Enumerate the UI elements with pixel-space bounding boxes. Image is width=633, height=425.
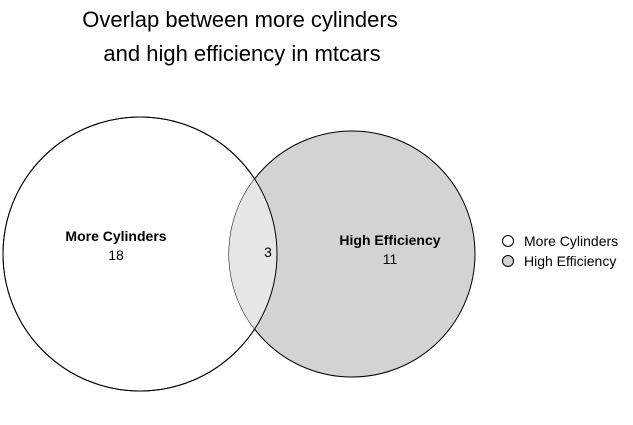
- set-outline-more-cylinders: [2, 116, 278, 392]
- set-label-high-efficiency: High Efficiency: [339, 232, 440, 248]
- legend-label-more-cylinders: More Cylinders: [524, 233, 618, 249]
- set-label-more-cylinders: More Cylinders: [65, 228, 166, 244]
- set-count-high-efficiency: 11: [383, 251, 398, 267]
- legend: More Cylinders High Efficiency: [502, 233, 618, 269]
- legend-swatch-high-efficiency: [502, 255, 514, 267]
- set-count-more-cylinders: 18: [108, 247, 124, 263]
- legend-label-high-efficiency: High Efficiency: [524, 253, 616, 269]
- legend-swatch-more-cylinders: [502, 235, 514, 247]
- intersection-count: 3: [264, 244, 272, 260]
- chart-title-line-2: and high efficiency in mtcars: [103, 41, 380, 66]
- chart-title-line-1: Overlap between more cylinders: [82, 7, 397, 32]
